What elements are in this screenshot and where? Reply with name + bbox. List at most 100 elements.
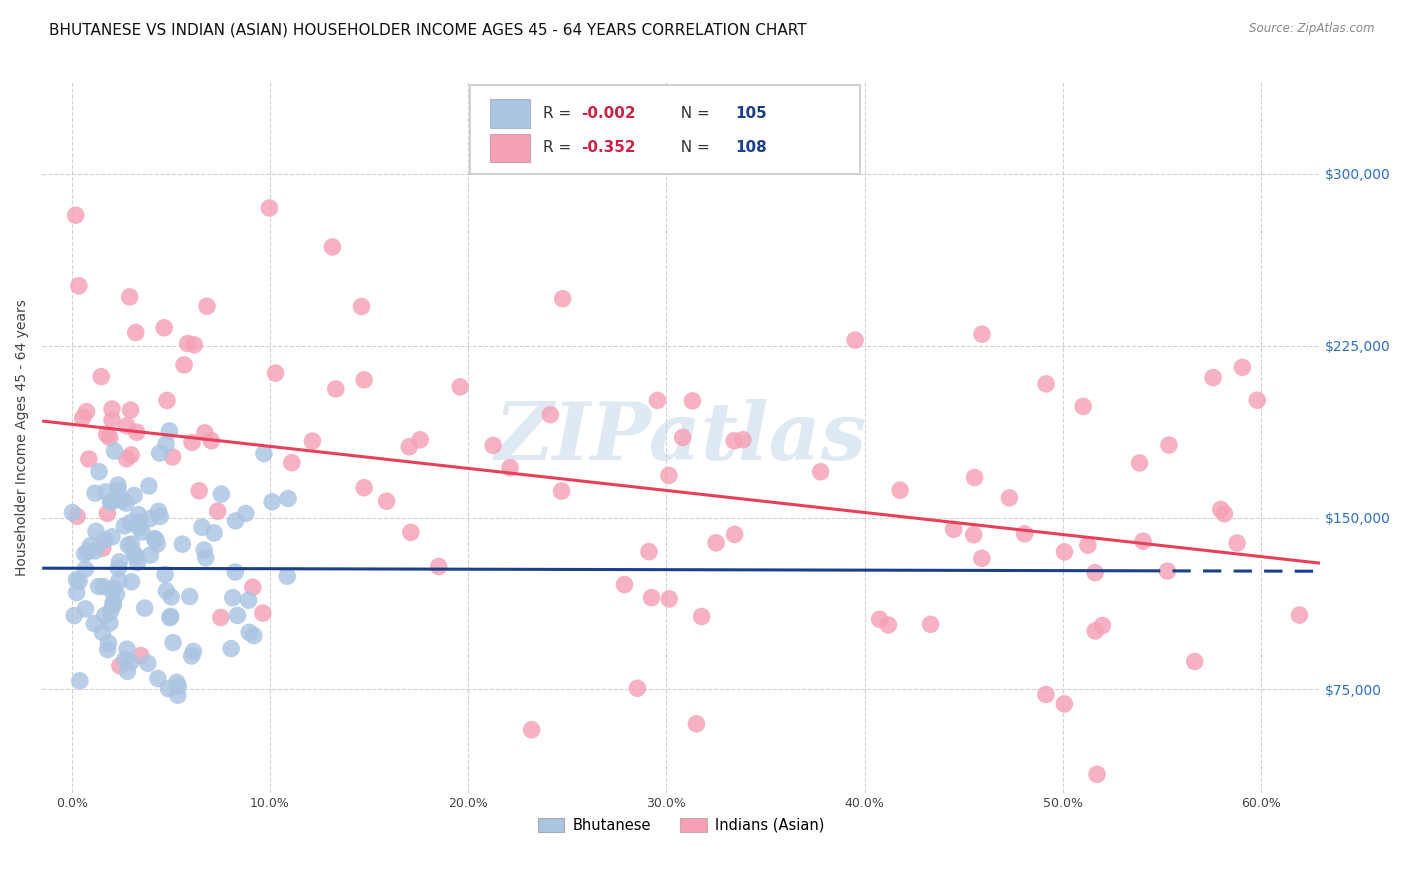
Point	[353, 481, 375, 495]
Point	[180, 648, 202, 663]
Point	[84, 486, 107, 500]
Text: 108: 108	[735, 140, 766, 155]
Point	[156, 393, 179, 408]
Point	[103, 598, 125, 612]
Point	[120, 448, 142, 462]
Y-axis label: Householder Income Ages 45 - 64 years: Householder Income Ages 45 - 64 years	[15, 299, 30, 575]
Point	[1053, 545, 1076, 559]
FancyBboxPatch shape	[489, 99, 530, 128]
Point	[238, 593, 260, 607]
Point	[157, 681, 180, 696]
Point	[177, 336, 200, 351]
Text: N =: N =	[671, 106, 714, 121]
Point	[226, 608, 249, 623]
Point	[520, 723, 543, 737]
Point	[90, 369, 112, 384]
Point	[1156, 564, 1178, 578]
Point	[1084, 624, 1107, 638]
Point	[1084, 566, 1107, 580]
Point	[159, 609, 181, 624]
Point	[67, 574, 90, 589]
Point	[225, 514, 247, 528]
Point	[115, 451, 138, 466]
Point	[139, 548, 162, 562]
Point	[91, 580, 114, 594]
Legend: Bhutanese, Indians (Asian): Bhutanese, Indians (Asian)	[531, 812, 831, 838]
Point	[942, 522, 965, 536]
Point	[181, 435, 204, 450]
Point	[869, 612, 891, 626]
Point	[194, 550, 217, 565]
Point	[65, 208, 87, 222]
Point	[160, 590, 183, 604]
Point	[96, 507, 118, 521]
Point	[188, 483, 211, 498]
Point	[127, 508, 149, 522]
Point	[87, 465, 110, 479]
Point	[149, 446, 172, 460]
Point	[1132, 534, 1154, 549]
Point	[111, 493, 134, 508]
Point	[66, 585, 89, 599]
Point	[115, 419, 138, 434]
Point	[98, 430, 121, 444]
Point	[105, 587, 128, 601]
Point	[353, 373, 375, 387]
Point	[149, 509, 172, 524]
Point	[73, 547, 96, 561]
Point	[963, 470, 986, 484]
Point	[120, 537, 142, 551]
Point	[129, 648, 152, 663]
Point	[76, 405, 98, 419]
Point	[613, 577, 636, 591]
Point	[117, 538, 139, 552]
Point	[107, 561, 129, 575]
Point	[723, 527, 745, 541]
Point	[193, 543, 215, 558]
Point	[998, 491, 1021, 505]
Point	[449, 380, 471, 394]
Point	[75, 562, 97, 576]
Point	[125, 425, 148, 440]
Point	[120, 403, 142, 417]
Point	[242, 580, 264, 594]
FancyBboxPatch shape	[489, 134, 530, 162]
Point	[134, 601, 156, 615]
Point	[125, 549, 148, 563]
Point	[209, 487, 232, 501]
Point	[276, 569, 298, 583]
Point	[121, 574, 143, 589]
Point	[277, 491, 299, 506]
Point	[103, 582, 125, 596]
Point	[97, 636, 120, 650]
Point	[83, 616, 105, 631]
Point	[281, 456, 304, 470]
Point	[101, 413, 124, 427]
Point	[253, 447, 276, 461]
Point	[350, 300, 373, 314]
Point	[1232, 360, 1254, 375]
Point	[690, 609, 713, 624]
Point	[685, 716, 707, 731]
Point	[1014, 526, 1036, 541]
Point	[101, 402, 124, 417]
Point	[1053, 697, 1076, 711]
Point	[672, 430, 695, 444]
Point	[122, 546, 145, 560]
Point	[1202, 370, 1225, 384]
Point	[138, 479, 160, 493]
Point	[427, 559, 450, 574]
Point	[262, 495, 284, 509]
Point	[1071, 400, 1094, 414]
Point	[207, 504, 229, 518]
Point	[243, 629, 266, 643]
Point	[640, 591, 662, 605]
Text: -0.002: -0.002	[582, 106, 636, 121]
Point	[101, 584, 124, 599]
Point	[723, 434, 745, 448]
Point	[145, 533, 167, 547]
Point	[202, 525, 225, 540]
Point	[235, 507, 257, 521]
Point	[79, 539, 101, 553]
Point	[325, 382, 347, 396]
